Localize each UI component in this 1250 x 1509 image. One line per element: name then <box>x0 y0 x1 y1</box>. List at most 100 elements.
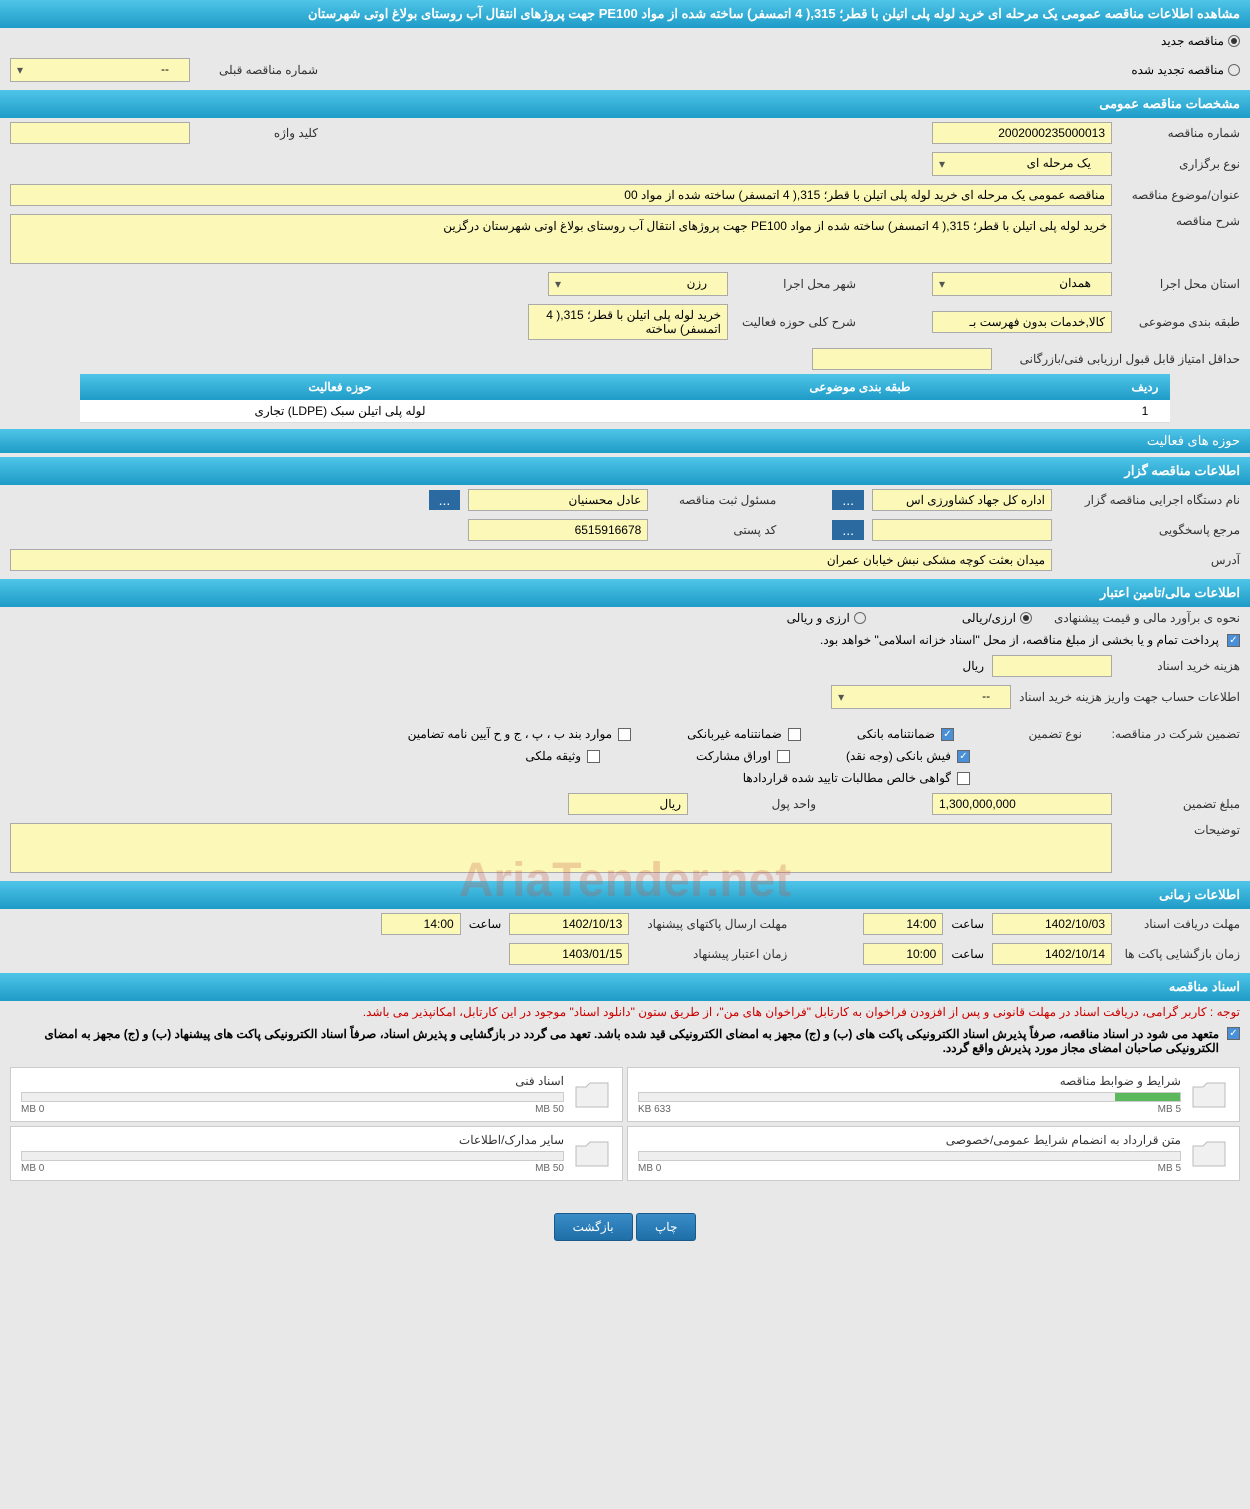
checkbox-icon <box>587 750 600 763</box>
postal-label: کد پستی <box>656 523 776 537</box>
file-title: متن قرارداد به انضمام شرایط عمومی/خصوصی <box>638 1133 1181 1147</box>
doc-cost-label: هزینه خرید اسناد <box>1120 659 1240 673</box>
file-box-0[interactable]: شرایط و ضوابط مناقصه 5 MB633 KB <box>627 1067 1240 1122</box>
holding-type-label: نوع برگزاری <box>1120 157 1240 171</box>
subject-label: عنوان/موضوع مناقصه <box>1120 188 1240 202</box>
radio-new-tender[interactable]: مناقصه جدید <box>1161 34 1240 48</box>
category-field: کالا,خدمات بدون فهرست بـ <box>932 311 1112 333</box>
file-box-3[interactable]: سایر مدارک/اطلاعات 50 MB0 MB <box>10 1126 623 1181</box>
response-more-button[interactable]: ... <box>832 520 864 540</box>
account-info-label: اطلاعات حساب جهت واریز هزینه خرید اسناد <box>1019 690 1240 704</box>
envelope-deadline-time: 14:00 <box>381 913 461 935</box>
doc-deadline-label: مهلت دریافت اسناد <box>1120 917 1240 931</box>
section-general-header: مشخصات مناقصه عمومی <box>0 90 1250 118</box>
checkbox-icon <box>957 750 970 763</box>
file-box-1[interactable]: اسناد فنی 50 MB0 MB <box>10 1067 623 1122</box>
activity-section-title: حوزه های فعالیت <box>0 429 1250 453</box>
envelope-deadline-label: مهلت ارسال پاکتهای پیشنهاد <box>637 917 787 931</box>
org-name-label: نام دستگاه اجرایی مناقصه گزار <box>1060 493 1240 507</box>
time-label-3: ساعت <box>951 947 984 961</box>
check-property[interactable]: وثیقه ملکی <box>525 749 600 763</box>
doc-deadline-time: 14:00 <box>863 913 943 935</box>
check-clause[interactable]: موارد بند ب ، پ ، ج و ح آیین نامه تضامین <box>408 727 632 741</box>
folder-icon <box>1189 1134 1229 1174</box>
address-field: میدان بعثت کوچه مشکی نبش خیابان عمران <box>10 549 1052 571</box>
radio-circle-icon <box>854 612 866 624</box>
check-receivables[interactable]: گواهی خالص مطالبات تایید شده قراردادها <box>743 771 970 785</box>
keyword-field[interactable] <box>10 122 190 144</box>
rial-label: ارزی/ریالی <box>962 611 1016 625</box>
file-box-2[interactable]: متن قرارداد به انضمام شرایط عمومی/خصوصی … <box>627 1126 1240 1181</box>
notes-field[interactable] <box>10 823 1112 873</box>
checkbox-icon <box>788 728 801 741</box>
currency-unit-label: واحد پول <box>696 797 816 811</box>
checkbox-icon <box>777 750 790 763</box>
section-organizer-header: اطلاعات مناقصه گزار <box>0 457 1250 485</box>
envelope-deadline-date: 1402/10/13 <box>509 913 629 935</box>
description-field[interactable]: خرید لوله پلی اتیلن با قطر؛ 315,( 4 اتمس… <box>10 214 1112 264</box>
guarantee-type-label: نوع تضمین <box>962 727 1082 741</box>
postal-field: 6515916678 <box>468 519 648 541</box>
folder-icon <box>1189 1075 1229 1115</box>
back-button[interactable]: بازگشت <box>554 1213 633 1241</box>
currency-label: ارزی و ریالی <box>787 611 850 625</box>
folder-icon <box>572 1134 612 1174</box>
prev-number-select[interactable]: -- <box>10 58 190 82</box>
activity-table-row: 1 لوله پلی اتیلن سبک (LDPE) تجاری <box>80 400 1170 423</box>
section-documents-header: اسناد مناقصه <box>0 973 1250 1001</box>
radio-rial[interactable]: ارزی/ریالی <box>962 611 1032 625</box>
check-cash[interactable]: فیش بانکی (وجه نقد) <box>846 749 970 763</box>
min-score-label: حداقل امتیاز قابل قبول ارزیابی فنی/بازرگ… <box>1000 352 1240 366</box>
commitment-checkbox[interactable] <box>1227 1027 1240 1040</box>
province-select[interactable]: همدان <box>932 272 1112 296</box>
checkbox-icon <box>618 728 631 741</box>
radio-currency[interactable]: ارزی و ریالی <box>787 611 866 625</box>
notes-label: توضیحات <box>1120 823 1240 837</box>
min-score-field[interactable] <box>812 348 992 370</box>
activity-desc-field: خرید لوله پلی اتیلن با قطر؛ 315,( 4 اتمس… <box>528 304 728 340</box>
radio-renewed-label: مناقصه تجدید شده <box>1131 63 1224 77</box>
registrar-more-button[interactable]: ... <box>429 490 461 510</box>
treasury-note: پرداخت تمام و یا بخشی از مبلغ مناقصه، از… <box>820 633 1219 647</box>
radio-circle-icon <box>1020 612 1032 624</box>
validity-label: زمان اعتبار پیشنهاد <box>637 947 787 961</box>
progress-fill-0 <box>1115 1093 1180 1101</box>
check-bonds[interactable]: اوراق مشارکت <box>696 749 790 763</box>
radio-circle-icon <box>1228 35 1240 47</box>
section-timing-header: اطلاعات زمانی <box>0 881 1250 909</box>
time-label: ساعت <box>951 917 984 931</box>
validity-date: 1403/01/15 <box>509 943 629 965</box>
holding-type-select[interactable]: یک مرحله ای <box>932 152 1112 176</box>
keyword-label: کلید واژه <box>198 126 318 140</box>
registrar-field: عادل محسنیان <box>468 489 648 511</box>
documents-note-bold: متعهد می شود در اسناد مناقصه، صرفاً پذیر… <box>10 1027 1219 1055</box>
subject-field: مناقصه عمومی یک مرحله ای خرید لوله پلی ا… <box>10 184 1112 206</box>
radio-renewed-tender[interactable]: مناقصه تجدید شده <box>1131 63 1240 77</box>
doc-cost-unit: ریال <box>962 659 984 673</box>
check-bank[interactable]: ضمانتنامه بانکی <box>857 727 954 741</box>
check-nonbank[interactable]: ضمانتنامه غیربانکی <box>687 727 801 741</box>
treasury-checkbox[interactable] <box>1227 634 1240 647</box>
estimate-method-label: نحوه ی برآورد مالی و قیمت پیشنهادی <box>1040 611 1240 625</box>
col-idx-header: ردیف <box>1120 380 1170 394</box>
cell-idx: 1 <box>1120 404 1170 418</box>
doc-deadline-date: 1402/10/03 <box>992 913 1112 935</box>
account-info-select[interactable]: -- <box>831 685 1011 709</box>
col-activity-header: حوزه فعالیت <box>80 380 600 394</box>
org-name-field: اداره کل جهاد کشاورزی اس <box>872 489 1052 511</box>
radio-new-label: مناقصه جدید <box>1161 34 1224 48</box>
province-label: استان محل اجرا <box>1120 277 1240 291</box>
org-more-button[interactable]: ... <box>832 490 864 510</box>
doc-cost-field[interactable] <box>992 655 1112 677</box>
tender-number-label: شماره مناقصه <box>1120 126 1240 140</box>
page-title-bar: مشاهده اطلاعات مناقصه عمومی یک مرحله ای … <box>0 0 1250 28</box>
file-title: اسناد فنی <box>21 1074 564 1088</box>
print-button[interactable]: چاپ <box>636 1213 696 1241</box>
address-label: آدرس <box>1060 553 1240 567</box>
response-ref-field[interactable] <box>872 519 1052 541</box>
city-select[interactable]: رزن <box>548 272 728 296</box>
folder-icon <box>572 1075 612 1115</box>
opening-label: زمان بازگشایی پاکت ها <box>1120 947 1240 961</box>
guarantee-amount-field: 1,300,000,000 <box>932 793 1112 815</box>
registrar-label: مسئول ثبت مناقصه <box>656 493 776 507</box>
